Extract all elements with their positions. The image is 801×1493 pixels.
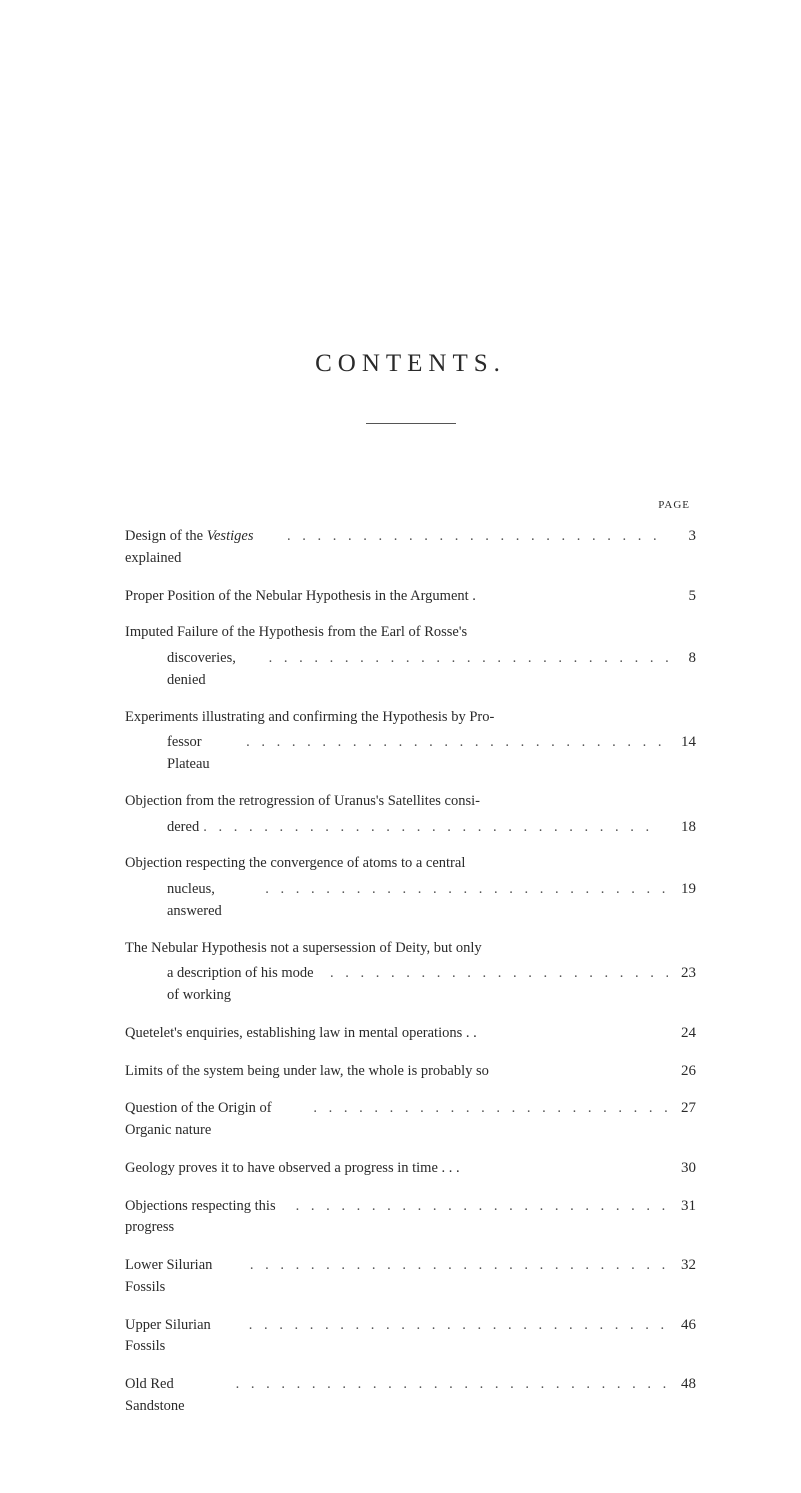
leader-dots: . . . . . . . . . . . . . . . . . . . . … [326, 963, 668, 985]
toc-entry: The Nebular Hypothesis not a supersessio… [125, 938, 696, 960]
toc-entry-text: Objections respecting this progress [125, 1196, 292, 1240]
leader-dots: . . . . . . . . . . . . . . . . . . . . … [292, 1196, 668, 1218]
column-header-page: PAGE [125, 499, 696, 511]
toc-page-number: 32 [668, 1254, 696, 1277]
toc-page-number: 46 [668, 1314, 696, 1337]
toc-entry-text: Experiments illustrating and confirming … [125, 707, 696, 729]
leader-dots: . . . . . . . . . . . . . . . . . . . . … [232, 1374, 668, 1396]
title-divider [366, 423, 456, 424]
toc-page-number: 24 [668, 1022, 696, 1045]
toc-entry: Question of the Origin of Organic nature… [125, 1097, 696, 1142]
toc-entry-text: Objection respecting the convergence of … [125, 853, 696, 875]
toc-text-segment: explained [125, 550, 181, 566]
toc-entry: Objection respecting the convergence of … [125, 853, 696, 875]
toc-page-number: 3 [668, 525, 696, 548]
toc-entry: Quetelet's enquiries, establishing law i… [125, 1022, 696, 1045]
toc-text-italic: Vestiges [207, 528, 254, 544]
toc-entry-text: Proper Position of the Nebular Hypothesi… [125, 586, 476, 608]
leader-dots: . . . . . . . . . . . . . . . . . . . . … [246, 1255, 668, 1277]
toc-entry-text: Objection from the retrogression of Uran… [125, 791, 696, 813]
toc-entry-text: fessor Plateau [125, 732, 242, 776]
toc-entry: Experiments illustrating and confirming … [125, 707, 696, 729]
toc-entry-text: Question of the Origin of Organic nature [125, 1098, 309, 1142]
toc-page-number: 27 [668, 1097, 696, 1120]
table-of-contents: Design of the Vestiges explained . . . .… [125, 525, 696, 1418]
toc-page-number: 18 [668, 816, 696, 839]
toc-entry: Geology proves it to have observed a pro… [125, 1157, 696, 1180]
toc-entry-text: Quetelet's enquiries, establishing law i… [125, 1023, 477, 1045]
toc-entry: Imputed Failure of the Hypothesis from t… [125, 622, 696, 644]
toc-entry-text: Design of the Vestiges explained [125, 526, 283, 570]
toc-entry-continuation: fessor Plateau . . . . . . . . . . . . .… [125, 731, 696, 776]
toc-entry-continuation: discoveries, denied . . . . . . . . . . … [125, 647, 696, 692]
toc-entry-text: Lower Silurian Fossils [125, 1255, 246, 1299]
toc-entry-text: Limits of the system being under law, th… [125, 1061, 489, 1083]
toc-entry-text: dered [125, 817, 199, 839]
toc-entry-text: Geology proves it to have observed a pro… [125, 1158, 460, 1180]
leader-dots: . . . . . . . . . . . . . . . . . . . . … [199, 817, 668, 839]
toc-entry: Upper Silurian Fossils . . . . . . . . .… [125, 1314, 696, 1359]
leader-dots: . . . . . . . . . . . . . . . . . . . . … [261, 879, 668, 901]
toc-page-number: 23 [668, 962, 696, 985]
toc-entry: Limits of the system being under law, th… [125, 1060, 696, 1083]
toc-entry: Lower Silurian Fossils . . . . . . . . .… [125, 1254, 696, 1299]
toc-page-number: 8 [668, 647, 696, 670]
toc-entry: Objection from the retrogression of Uran… [125, 791, 696, 813]
toc-page-number: 31 [668, 1195, 696, 1218]
toc-page-number: 30 [668, 1157, 696, 1180]
toc-entry-text: nucleus, answered [125, 879, 261, 923]
leader-dots: . . . . . . . . . . . . . . . . . . . . … [265, 648, 668, 670]
page-container: CONTENTS. PAGE Design of the Vestiges ex… [0, 0, 801, 1493]
toc-entry-text: a description of his mode of working [125, 963, 326, 1007]
leader-dots: . . . . . . . . . . . . . . . . . . . . … [309, 1098, 668, 1120]
toc-page-number: 19 [668, 878, 696, 901]
leader-dots: . . . . . . . . . . . . . . . . . . . . … [283, 526, 668, 548]
toc-entry-text: Upper Silurian Fossils [125, 1315, 245, 1359]
toc-entry: Design of the Vestiges explained . . . .… [125, 525, 696, 570]
toc-entry-text: The Nebular Hypothesis not a supersessio… [125, 938, 696, 960]
toc-entry: Old Red Sandstone . . . . . . . . . . . … [125, 1373, 696, 1418]
toc-text-segment: Design of the [125, 528, 207, 544]
toc-page-number: 14 [668, 731, 696, 754]
toc-entry: Proper Position of the Nebular Hypothesi… [125, 585, 696, 608]
toc-entry-text: Old Red Sandstone [125, 1374, 232, 1418]
toc-page-number: 48 [668, 1373, 696, 1396]
toc-page-number: 26 [668, 1060, 696, 1083]
leader-dots: . . . . . . . . . . . . . . . . . . . . … [242, 732, 668, 754]
toc-entry-text: Imputed Failure of the Hypothesis from t… [125, 622, 696, 644]
toc-page-number: 5 [668, 585, 696, 608]
page-title: CONTENTS. [125, 350, 696, 378]
toc-entry-continuation: dered . . . . . . . . . . . . . . . . . … [125, 816, 696, 839]
leader-dots: . . . . . . . . . . . . . . . . . . . . … [245, 1315, 668, 1337]
toc-entry-continuation: nucleus, answered . . . . . . . . . . . … [125, 878, 696, 923]
toc-entry: Objections respecting this progress . . … [125, 1195, 696, 1240]
toc-entry-text: discoveries, denied [125, 648, 265, 692]
toc-entry-continuation: a description of his mode of working . .… [125, 962, 696, 1007]
